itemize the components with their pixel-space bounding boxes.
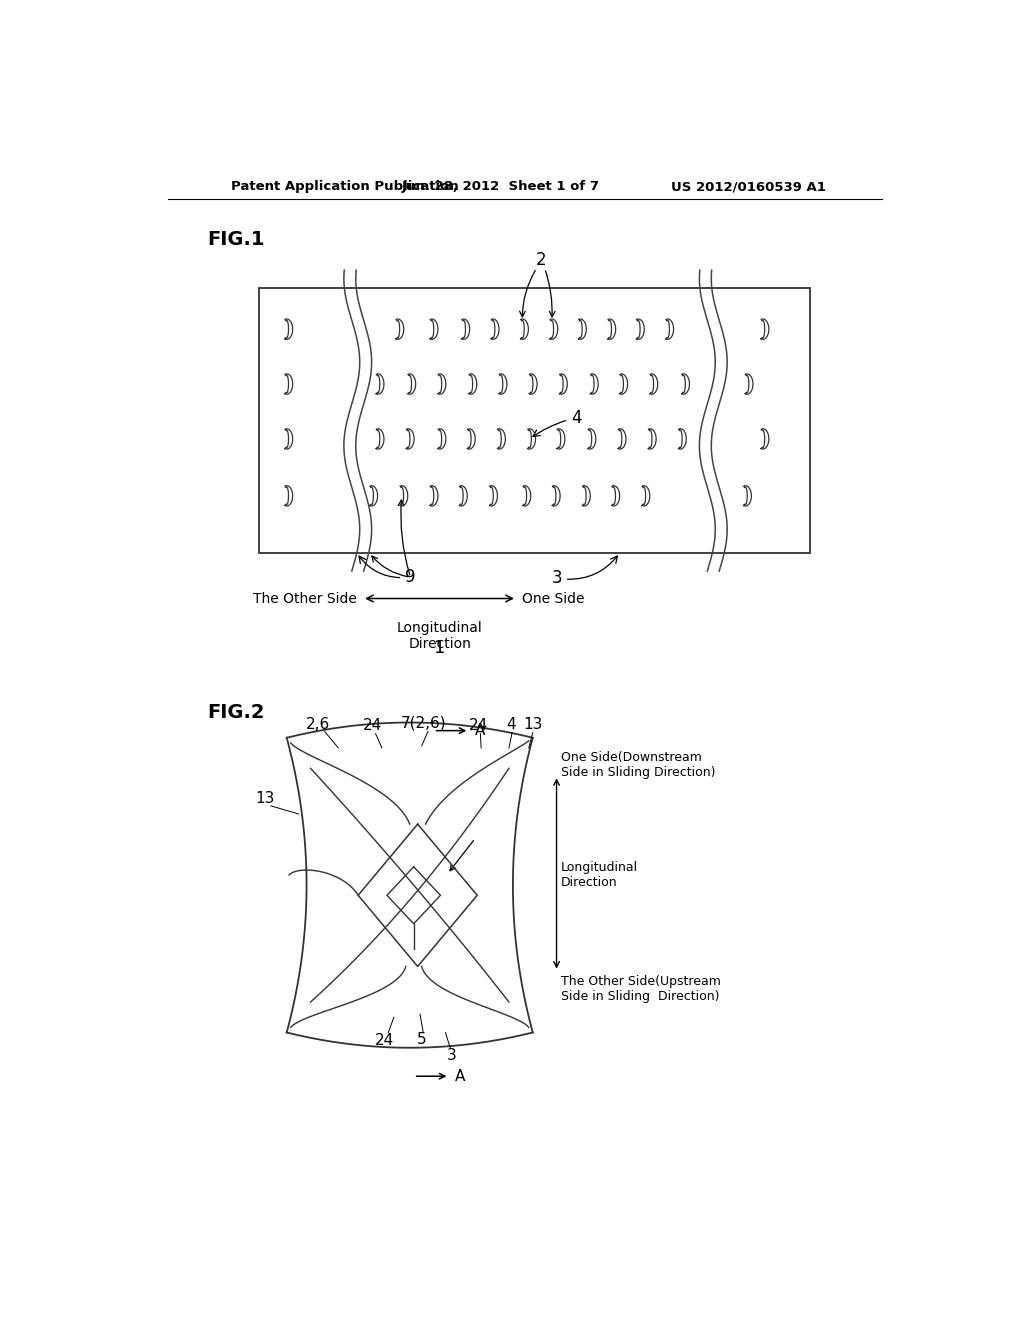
Bar: [259, 289, 811, 553]
Text: One Side: One Side: [522, 591, 585, 606]
Text: 2,6: 2,6: [306, 717, 331, 733]
Text: FIG.1: FIG.1: [207, 230, 265, 249]
Text: 1: 1: [434, 639, 445, 657]
Text: US 2012/0160539 A1: US 2012/0160539 A1: [672, 181, 826, 193]
Text: 4: 4: [532, 409, 582, 437]
Text: 9: 9: [359, 556, 416, 586]
Text: 4: 4: [507, 717, 516, 733]
Text: FIG.2: FIG.2: [207, 702, 265, 722]
Text: 24: 24: [375, 1034, 394, 1048]
Text: A: A: [455, 1069, 465, 1084]
Text: A: A: [475, 723, 485, 738]
Text: The Other Side(Upstream
Side in Sliding  Direction): The Other Side(Upstream Side in Sliding …: [560, 974, 721, 1003]
Text: Jun. 28, 2012  Sheet 1 of 7: Jun. 28, 2012 Sheet 1 of 7: [402, 181, 600, 193]
Text: 24: 24: [362, 718, 382, 733]
Text: 5: 5: [417, 1032, 426, 1047]
Text: 2: 2: [536, 251, 546, 269]
Text: 13: 13: [523, 717, 543, 733]
Text: The Other Side: The Other Side: [253, 591, 356, 606]
Text: Patent Application Publication: Patent Application Publication: [231, 181, 459, 193]
Text: 7(2,6): 7(2,6): [400, 715, 446, 730]
Text: Longitudinal
Direction: Longitudinal Direction: [560, 861, 638, 888]
Text: One Side(Downstream
Side in Sliding Direction): One Side(Downstream Side in Sliding Dire…: [560, 751, 715, 779]
Text: Longitudinal
Direction: Longitudinal Direction: [397, 620, 482, 651]
Text: 3: 3: [551, 556, 617, 587]
Text: 13: 13: [256, 791, 275, 807]
Text: 3: 3: [446, 1048, 457, 1064]
Text: 24: 24: [469, 718, 488, 733]
